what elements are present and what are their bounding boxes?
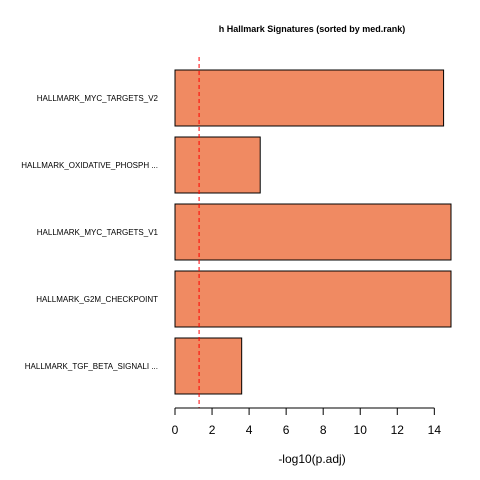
- x-tick-label-6: 12: [391, 423, 405, 437]
- x-tick-label-0: 0: [172, 423, 179, 437]
- x-tick-label-4: 8: [320, 423, 327, 437]
- bar-4: [174, 337, 243, 395]
- x-tick-label-2: 4: [246, 423, 253, 437]
- category-labels: HALLMARK_MYC_TARGETS_V2 HALLMARK_OXIDATIV…: [21, 94, 158, 371]
- bar-0: [174, 69, 445, 127]
- category-label-1: HALLMARK_OXIDATIVE_PHOSPH ...: [21, 161, 158, 170]
- x-axis-title: -log10(p.adj): [278, 452, 345, 466]
- bar-3: [174, 270, 452, 328]
- category-label-0: HALLMARK_MYC_TARGETS_V2: [37, 94, 159, 103]
- category-label-4: HALLMARK_TGF_BETA_SIGNALI ...: [25, 362, 158, 371]
- category-label-2: HALLMARK_MYC_TARGETS_V1: [37, 228, 159, 237]
- bars-group: [174, 69, 452, 395]
- x-tick-label-1: 2: [209, 423, 216, 437]
- x-tick-label-3: 6: [283, 423, 290, 437]
- bar-1: [174, 136, 261, 194]
- x-axis: 0 2 4 6 8 10 12 14: [172, 407, 442, 437]
- category-label-3: HALLMARK_G2M_CHECKPOINT: [36, 295, 158, 304]
- x-tick-label-5: 10: [354, 423, 368, 437]
- bar-2: [174, 203, 452, 261]
- x-tick-label-7: 14: [428, 423, 442, 437]
- chart-title: h Hallmark Signatures (sorted by med.ran…: [219, 24, 406, 34]
